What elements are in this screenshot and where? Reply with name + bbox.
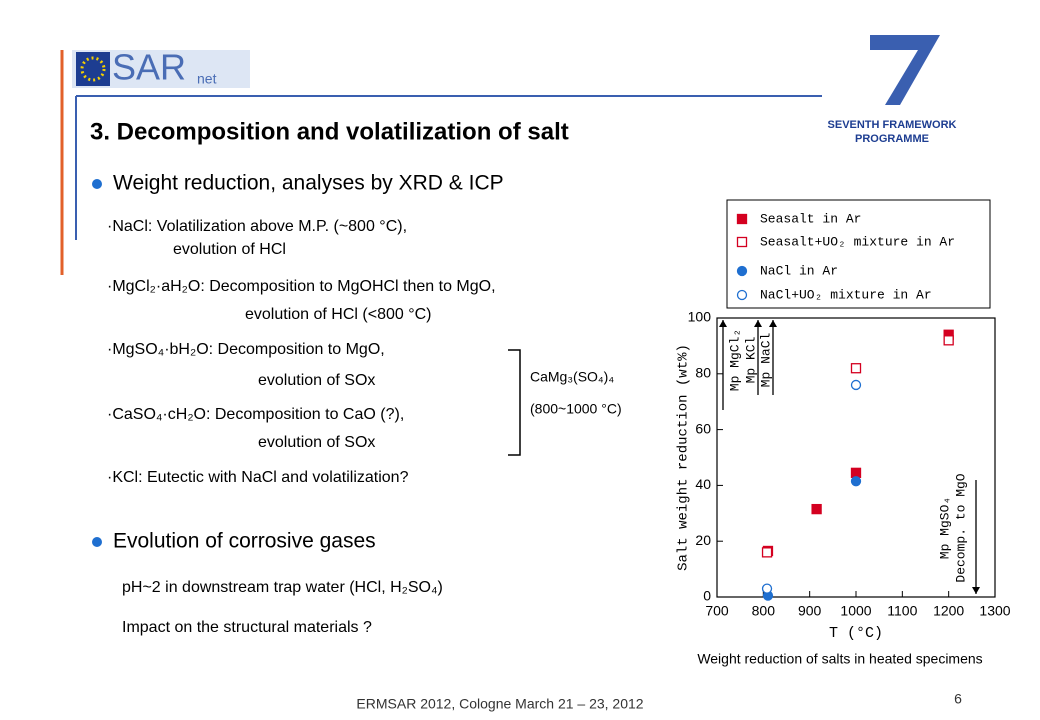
marker xyxy=(943,335,954,346)
logo-text: net xyxy=(197,71,217,87)
item: ·MgSO₄·bH₂O: Decomposition to MgO, xyxy=(107,341,385,358)
marker xyxy=(761,547,773,558)
x-tick-label: 900 xyxy=(798,603,822,619)
marker xyxy=(850,467,862,478)
logo-text: SAR xyxy=(112,47,186,88)
item: evolution of HCl xyxy=(173,241,286,258)
item: evolution of SOx xyxy=(258,372,375,389)
y-axis-label: Salt weight reduction (wt%) xyxy=(676,344,692,571)
legend-box xyxy=(726,199,991,309)
item: evolution of HCl (<800 °C) xyxy=(245,306,431,323)
annotation: Mp MgSO₄ xyxy=(937,497,952,559)
legend-label: Seasalt in Ar xyxy=(760,211,861,226)
arrow-head xyxy=(754,320,762,327)
x-tick-label: 1100 xyxy=(887,603,917,619)
y-tick-label: 0 xyxy=(703,588,711,604)
item: ·KCl: Eutectic with NaCl and volatilizat… xyxy=(107,469,409,486)
item: ·CaSO₄·cH₂O: Decomposition to CaO (?), xyxy=(107,406,404,423)
marker xyxy=(850,476,862,487)
x-axis-label: T (°C) xyxy=(829,625,883,642)
item: evolution of SOx xyxy=(258,434,375,451)
legend-label: NaCl+UO₂ mixture in Ar xyxy=(760,287,932,302)
chart: 700 800 900 1000 1100 1200 1300 0 20 40 60 80 100 T (… xyxy=(676,199,1011,667)
bullet-heading: Evolution of corrosive gases xyxy=(113,530,376,553)
annotation: Mp KCl xyxy=(743,336,758,383)
legend-label: NaCl in Ar xyxy=(760,263,838,278)
fp7-text: PROGRAMME xyxy=(855,133,929,145)
marker xyxy=(850,363,862,374)
fp7-logo: SEVENTH FRAMEWORK PROGRAMME xyxy=(822,30,962,148)
x-tick-label: 1300 xyxy=(979,603,1010,619)
item: ·NaCl: Volatilization above M.P. (~800 °… xyxy=(107,218,407,235)
arrow-head xyxy=(719,320,727,327)
x-tick-label: 800 xyxy=(752,603,776,619)
y-tick-label: 100 xyxy=(688,309,712,325)
marker xyxy=(761,583,773,594)
caption: Weight reduction of salts in heated spec… xyxy=(697,651,982,667)
item: Impact on the structural materials ? xyxy=(122,619,372,636)
marker xyxy=(850,379,862,391)
arrow-head xyxy=(972,587,980,594)
y-tick-label: 60 xyxy=(695,420,711,436)
annotation: Mp NaCl xyxy=(758,332,773,387)
footer: ERMSAR 2012, Cologne March 21 – 23, 2012 xyxy=(356,696,643,712)
bracket-note: (800~1000 °C) xyxy=(530,401,622,417)
section-title: 3. Decomposition and volatilization of s… xyxy=(90,118,569,145)
page-number: 6 xyxy=(954,691,962,707)
bracket xyxy=(508,349,521,456)
bullet xyxy=(92,179,102,189)
x-tick-label: 1200 xyxy=(933,603,964,619)
item: pH~2 in downstream trap water (HCl, H₂SO… xyxy=(122,579,443,596)
arrow-head xyxy=(769,320,777,327)
y-tick-label: 20 xyxy=(695,532,711,548)
logo: SAR net xyxy=(72,47,250,88)
fp7-text: SEVENTH FRAMEWORK xyxy=(828,119,957,131)
bullet xyxy=(92,537,102,547)
x-tick-label: 700 xyxy=(705,603,729,619)
y-tick-label: 80 xyxy=(695,365,711,381)
y-tick-label: 40 xyxy=(695,476,711,492)
legend-marker xyxy=(736,236,748,248)
bracket-note: CaMg₃(SO₄)₄ xyxy=(530,369,614,385)
bullet-heading: Weight reduction, analyses by XRD & ICP xyxy=(113,172,504,195)
x-tick-label: 1000 xyxy=(840,603,871,619)
legend-marker xyxy=(736,289,748,301)
annotation: Decomp. to MgO xyxy=(953,473,968,582)
legend-label: Seasalt+UO₂ mixture in Ar xyxy=(760,234,955,249)
legend-marker xyxy=(736,265,748,277)
item: ·MgCl₂·aH₂O: Decomposition to MgOHCl the… xyxy=(107,278,496,295)
annotation: Mp MgCl₂ xyxy=(727,329,742,391)
legend-marker xyxy=(736,213,748,225)
marker xyxy=(811,503,822,515)
